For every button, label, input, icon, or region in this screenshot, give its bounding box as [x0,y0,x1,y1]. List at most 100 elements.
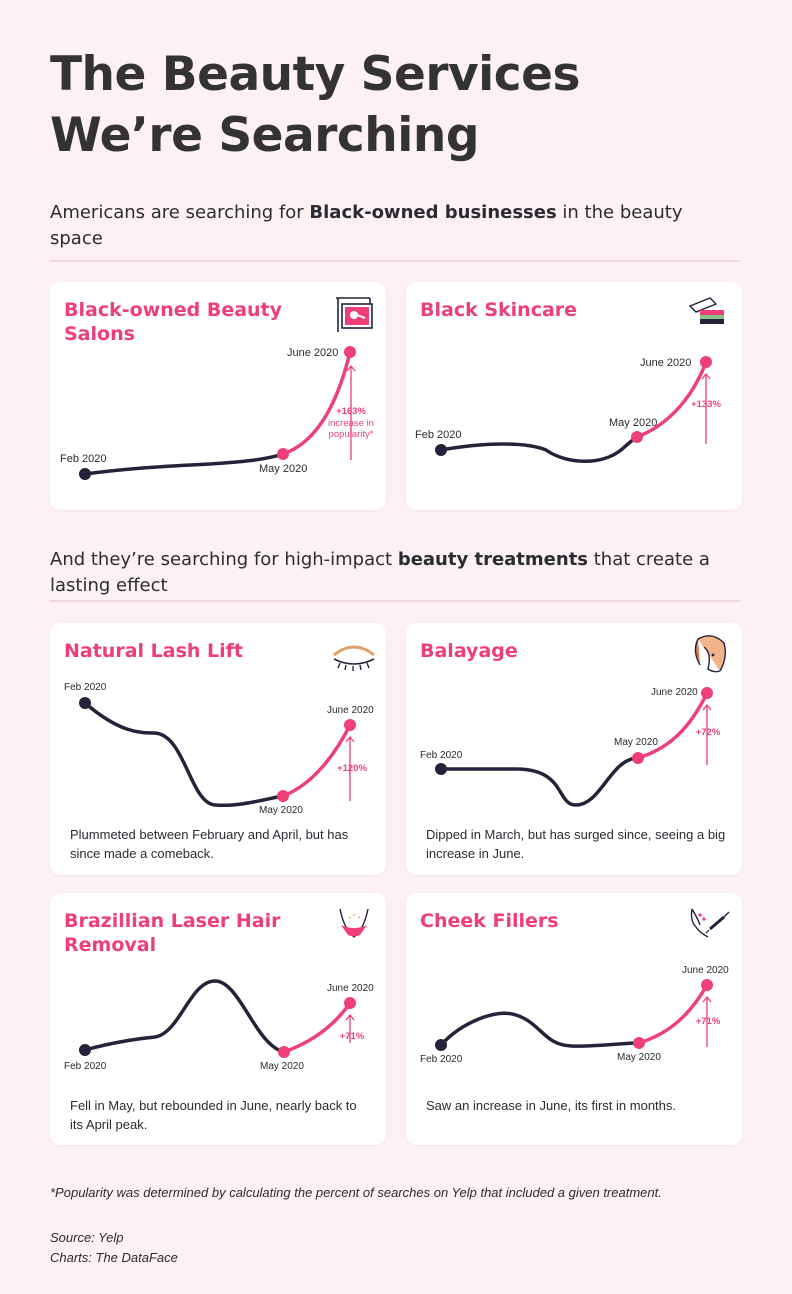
intro-text: Americans are searching for [50,202,310,223]
point-may [278,1046,290,1058]
label-may: May 2020 [617,1052,661,1063]
change-label: +71% [340,1031,365,1042]
point-june [701,979,713,991]
label-june: June 2020 [327,705,374,716]
chart-card-black-owned-salons: Black-owned Beauty Salons Feb 2020 May 2… [50,282,386,510]
chart-card-black-skincare: Black Skincare Feb 2020 May 2020 June 20… [406,282,742,510]
series-line-june [281,723,352,798]
footnote: *Popularity was determined by calculatin… [50,1185,662,1200]
chart-title: Brazillian Laser Hair Removal [64,910,281,956]
series-line-early [83,979,286,1054]
point-feb [79,1044,91,1056]
chart-plot: Feb 2020 May 2020 June 2020 +133% [415,356,721,463]
section-divider [50,600,740,602]
label-may: May 2020 [259,463,307,475]
label-may: May 2020 [259,805,303,816]
series-line-early [439,435,639,463]
chart-plot: Feb 2020 May 2020 June 2020 +120% [64,682,374,816]
series-line-june [282,1001,352,1054]
hair-color-icon [694,635,727,673]
label-june: June 2020 [287,347,338,359]
title-line-2: We’re Searching [50,108,479,163]
change-arrowhead [345,735,355,743]
chart-title: Balayage [420,640,518,662]
chart-plot: Feb 2020 May 2020 June 2020 +72% [420,687,721,807]
salon-sign-icon [336,297,373,332]
chart-description: Dipped in March, but has surged since, s… [426,827,726,861]
chart-card-laser-hair-removal: Brazillian Laser Hair Removal Feb 2020 M… [50,893,386,1145]
label-feb: Feb 2020 [64,682,107,693]
chart-plot: Feb 2020 May 2020 June 2020 +163% increa… [60,346,374,480]
point-may [632,752,644,764]
point-june [344,346,356,358]
chart-card-cheek-fillers: Cheek Fillers Feb 2020 May 2020 June 202… [406,893,742,1145]
chart-description: Fell in May, but rebounded in June, near… [70,1098,357,1132]
label-feb: Feb 2020 [420,750,463,761]
page-title: The Beauty Services We’re Searching [50,44,580,166]
point-june [701,687,713,699]
eyelash-icon [333,645,375,671]
series-line-early [439,1011,641,1048]
change-arrowhead [702,995,712,1003]
point-may [277,790,289,802]
section-divider [50,260,740,262]
change-arrowhead [702,703,712,711]
change-arrowhead [346,364,356,372]
point-may [277,448,289,460]
series-line-early [83,701,285,808]
point-june [344,719,356,731]
change-label: +71% [696,1016,721,1027]
point-june [700,356,712,368]
intro-text-end: that create a lasting effect [50,549,710,596]
label-may: May 2020 [614,737,658,748]
intro-highlight: Black-owned businesses [309,202,557,223]
label-june: June 2020 [651,687,698,698]
annotation-line-2: popularity* [329,429,374,440]
change-arrowhead [701,372,711,380]
label-may: May 2020 [609,417,657,429]
label-june: June 2020 [640,357,691,369]
label-june: June 2020 [682,965,729,976]
change-label: +120% [337,763,367,774]
chart-title: Cheek Fillers [420,910,559,932]
change-label: +72% [696,727,721,738]
intro-text-end: in the beauty space [50,202,683,249]
chart-card-natural-lash-lift: Natural Lash Lift Feb 2020 May 2020 June… [50,623,386,875]
chart-title: Black-owned Beauty Salons [64,299,283,345]
label-feb: Feb 2020 [60,453,106,465]
intro-text: And they’re searching for high-impact [50,549,398,570]
label-feb: Feb 2020 [64,1061,107,1072]
point-june [344,997,356,1009]
annotation-line-1: increase in [328,418,374,429]
section-intro-black-owned: Americans are searching for Black-owned … [50,200,740,252]
source-note: Source: Yelp [50,1230,124,1245]
face-injection-icon [690,908,730,938]
bikini-icon [339,908,369,938]
series-line-june [635,360,708,439]
point-may [631,431,643,443]
change-arrowhead [345,1013,355,1021]
label-june: June 2020 [327,983,374,994]
chart-plot: Feb 2020 May 2020 June 2020 +71% [420,965,729,1065]
title-line-1: The Beauty Services [50,47,580,102]
label-feb: Feb 2020 [420,1054,463,1065]
series-line-early [439,756,640,807]
chart-title: Natural Lash Lift [64,640,243,662]
point-feb [79,697,91,709]
skincare-jar-icon [688,297,724,324]
series-line-june [281,350,352,456]
chart-description: Saw an increase in June, its first in mo… [426,1098,677,1113]
label-feb: Feb 2020 [415,429,461,441]
point-feb [435,763,447,775]
chart-description: Plummeted between February and April, bu… [70,827,349,861]
point-may [633,1037,645,1049]
series-line-june [637,983,709,1045]
point-feb [435,444,447,456]
section-intro-treatments: And they’re searching for high-impact be… [50,547,740,599]
label-may: May 2020 [260,1061,304,1072]
chart-plot: Feb 2020 May 2020 June 2020 +71% [64,979,374,1072]
chart-title: Black Skincare [420,299,578,321]
point-feb [435,1039,447,1051]
change-label: +163% [336,406,366,417]
series-line-early [83,452,285,476]
